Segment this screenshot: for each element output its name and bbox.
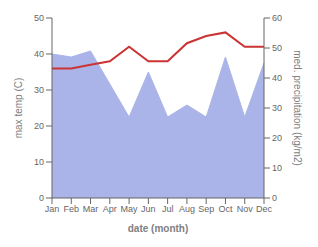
svg-text:Jun: Jun [141, 204, 156, 214]
svg-text:30: 30 [272, 103, 282, 113]
svg-text:max temp (C): max temp (C) [13, 78, 24, 139]
svg-text:10: 10 [34, 157, 44, 167]
svg-text:Feb: Feb [64, 204, 80, 214]
svg-text:30: 30 [34, 85, 44, 95]
svg-text:0: 0 [272, 193, 277, 203]
svg-text:50: 50 [34, 13, 44, 23]
svg-text:date (month): date (month) [128, 223, 189, 234]
svg-text:Dec: Dec [256, 204, 273, 214]
svg-text:20: 20 [34, 121, 44, 131]
svg-text:Apr: Apr [103, 204, 117, 214]
svg-text:Nov: Nov [237, 204, 254, 214]
svg-text:50: 50 [272, 43, 282, 53]
svg-text:med. precipitation (kg/m2): med. precipitation (kg/m2) [292, 50, 303, 166]
svg-text:Sep: Sep [198, 204, 214, 214]
svg-text:Jan: Jan [45, 204, 60, 214]
svg-text:60: 60 [272, 13, 282, 23]
svg-text:Jul: Jul [162, 204, 174, 214]
svg-text:40: 40 [34, 49, 44, 59]
svg-text:Oct: Oct [218, 204, 233, 214]
svg-text:0: 0 [39, 193, 44, 203]
svg-text:40: 40 [272, 73, 282, 83]
svg-text:Aug: Aug [179, 204, 195, 214]
svg-text:Mar: Mar [83, 204, 99, 214]
svg-text:20: 20 [272, 133, 282, 143]
svg-text:10: 10 [272, 163, 282, 173]
svg-text:May: May [121, 204, 139, 214]
